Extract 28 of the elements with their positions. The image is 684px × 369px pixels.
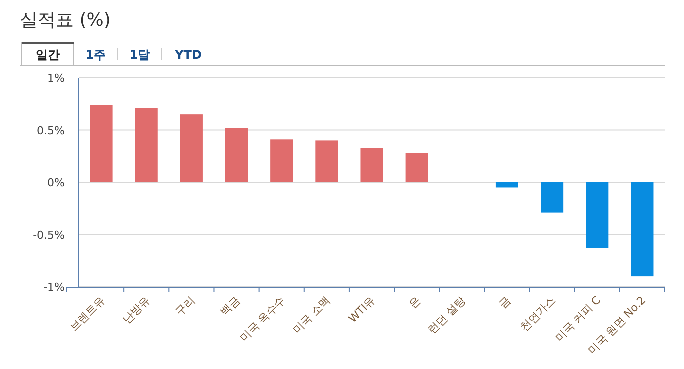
text: 1주 xyxy=(86,48,106,62)
chart-title: 실적표 (%) xyxy=(20,10,111,31)
y-tick-label: -0.5% xyxy=(33,228,65,242)
text: YTD xyxy=(174,48,202,62)
bar xyxy=(586,182,609,248)
bar xyxy=(541,182,564,213)
bar xyxy=(90,105,113,182)
y-tick-label: 1% xyxy=(48,72,65,85)
bar xyxy=(631,182,654,277)
y-tick-label: 0% xyxy=(48,176,65,190)
x-tick-label: 미국 소맥 xyxy=(290,294,334,337)
bar xyxy=(406,153,428,182)
bar xyxy=(496,182,518,188)
x-tick-label: 금 xyxy=(496,294,514,311)
bar xyxy=(180,114,203,182)
x-tick-label: 런던 설탕 xyxy=(425,294,468,337)
text: 1달 xyxy=(130,48,150,62)
bar xyxy=(226,128,248,182)
x-tick-label: 백금 xyxy=(218,294,243,319)
x-tick-label: 구리 xyxy=(173,294,198,319)
bar xyxy=(360,148,384,182)
bar xyxy=(135,108,158,182)
bar xyxy=(316,140,338,182)
y-tick-label: 0.5% xyxy=(37,124,65,138)
text: 일간 xyxy=(36,48,60,62)
bar xyxy=(270,140,294,182)
x-tick-label: 은 xyxy=(406,294,424,311)
y-tick-label: -1% xyxy=(44,281,65,294)
